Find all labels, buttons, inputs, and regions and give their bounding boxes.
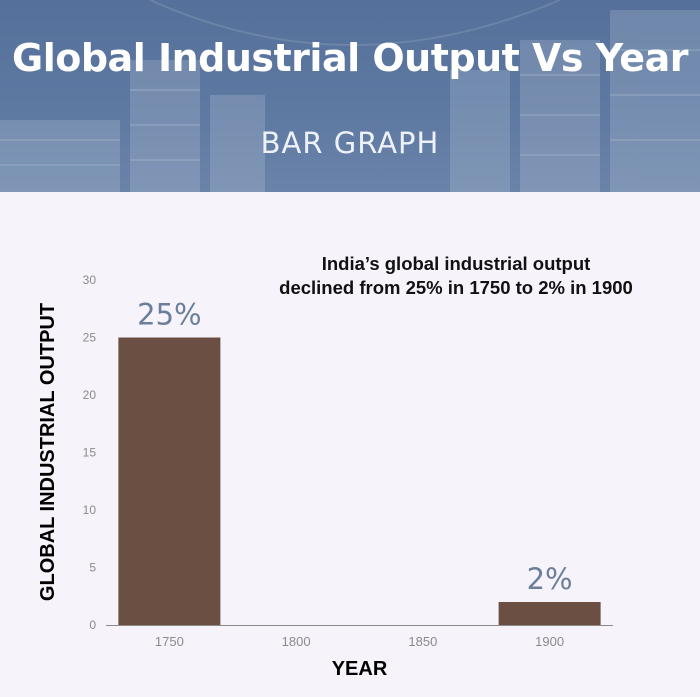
library-background [0, 0, 700, 192]
data-label-1900: 2% [527, 562, 573, 596]
data-labels: 25% 2% [137, 298, 572, 597]
annotation-line-1: India’s global industrial output [321, 253, 591, 274]
x-axis-ticks: 1750 1800 1850 1900 [155, 634, 564, 649]
annotation-line-2: declined from 25% in 1750 to 2% in 1900 [279, 277, 633, 298]
y-axis-label: GLOBAL INDUSTRIAL OUTPUT [37, 303, 59, 601]
data-label-1750: 25% [137, 298, 201, 332]
y-tick-label: 20 [83, 388, 97, 402]
y-tick-label: 15 [83, 446, 97, 460]
bar-1900 [498, 602, 601, 625]
bars [118, 337, 601, 625]
bar-chart: 0 5 10 15 20 25 30 25% 2% 1750 1800 1850 1900 YEAR… [37, 273, 613, 680]
x-tick-label-1850: 1850 [408, 634, 437, 649]
y-axis-ticks: 0 5 10 15 20 25 30 [83, 273, 97, 632]
chart-annotation: India’s global industrial output decline… [236, 252, 676, 300]
bar-1750 [118, 337, 221, 625]
y-tick-label: 30 [83, 273, 97, 287]
y-tick-label: 25 [83, 331, 97, 345]
y-tick-label: 0 [89, 618, 96, 632]
x-tick-label-1800: 1800 [282, 634, 311, 649]
banner-title: Global Industrial Output Vs Year [12, 36, 688, 80]
y-tick-label: 5 [89, 561, 96, 575]
x-tick-label-1750: 1750 [155, 634, 184, 649]
y-tick-label: 10 [83, 503, 97, 517]
banner-subtitle: BAR GRAPH [260, 126, 440, 160]
x-tick-label-1900: 1900 [535, 634, 564, 649]
header-banner: Global Industrial Output Vs Year BAR GRA… [0, 0, 700, 192]
x-axis-label: YEAR [332, 658, 388, 680]
